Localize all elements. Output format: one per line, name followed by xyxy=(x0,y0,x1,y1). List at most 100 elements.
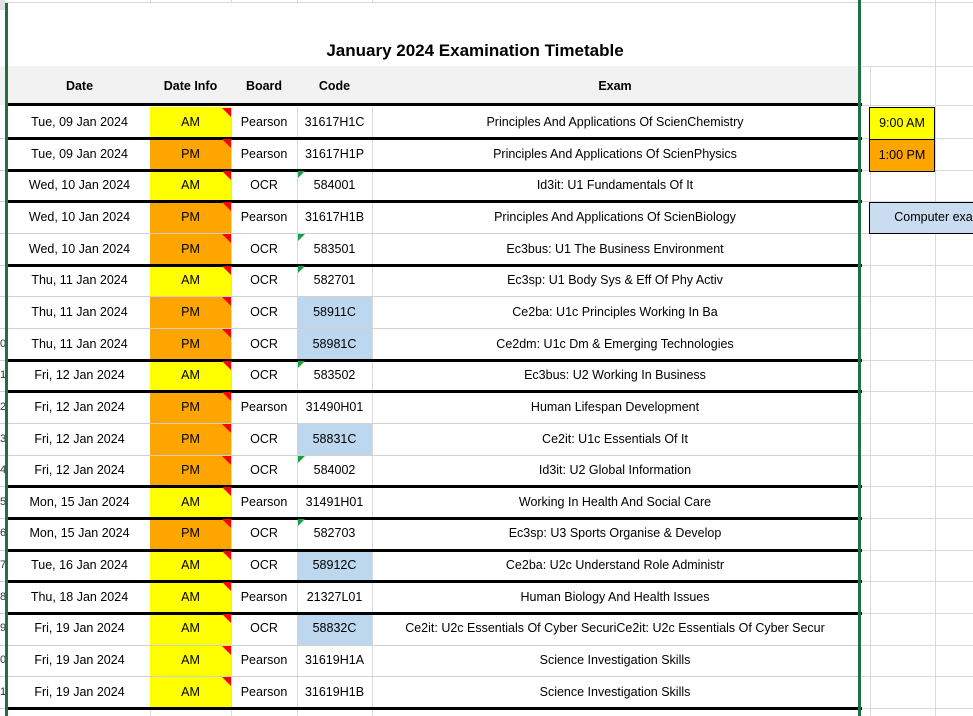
exam-cell[interactable]: Ce2ba: U2c Understand Role Administr xyxy=(505,558,725,573)
board-cell[interactable]: OCR xyxy=(250,621,278,636)
code-cell[interactable]: 31490H01 xyxy=(305,399,364,414)
session-cell[interactable]: AM xyxy=(150,265,231,297)
date-cell[interactable]: Thu, 18 Jan 2024 xyxy=(30,589,129,604)
row-number[interactable]: 2 xyxy=(0,400,7,413)
board-cell[interactable]: Pearson xyxy=(240,399,288,414)
session-cell[interactable]: AM xyxy=(150,645,231,677)
session-cell[interactable]: AM xyxy=(150,676,231,709)
board-cell[interactable]: OCR xyxy=(250,241,278,256)
board-cell[interactable]: Pearson xyxy=(240,146,288,161)
session-cell[interactable]: AM xyxy=(150,360,231,392)
session-cell[interactable]: AM xyxy=(150,613,231,646)
date-cell[interactable]: Mon, 15 Jan 2024 xyxy=(29,526,130,541)
exam-cell[interactable]: Working In Health And Social Care xyxy=(518,494,712,509)
exam-cell[interactable]: Id3it: U2 Global Information xyxy=(538,463,692,478)
session-cell[interactable]: PM xyxy=(150,233,231,266)
exam-cell[interactable]: Principles And Applications Of ScienPhys… xyxy=(493,146,737,161)
date-cell[interactable]: Fri, 12 Jan 2024 xyxy=(34,368,125,383)
code-cell[interactable]: 31619H1B xyxy=(304,684,365,699)
exam-cell[interactable]: Ec3bus: U1 The Business Environment xyxy=(506,241,724,256)
exam-cell[interactable]: Ec3bus: U2 Working In Business xyxy=(524,368,706,383)
code-cell[interactable]: 582701 xyxy=(313,273,356,288)
board-cell[interactable]: Pearson xyxy=(240,494,288,509)
exam-cell[interactable]: Id3it: U1 Fundamentals Of It xyxy=(536,178,694,193)
session-cell[interactable]: PM xyxy=(150,518,231,551)
board-cell[interactable]: Pearson xyxy=(240,684,288,699)
row-number[interactable]: 1 xyxy=(0,369,7,382)
row-number[interactable]: 1 xyxy=(0,685,7,698)
code-cell[interactable]: 583502 xyxy=(313,368,356,383)
session-cell[interactable]: AM xyxy=(150,486,231,519)
code-cell[interactable]: 31617H1C xyxy=(304,115,365,129)
board-cell[interactable]: OCR xyxy=(250,178,278,193)
date-cell[interactable]: Fri, 12 Jan 2024 xyxy=(34,399,125,414)
session-cell[interactable]: PM xyxy=(150,391,231,424)
session-cell[interactable]: PM xyxy=(150,201,231,234)
exam-cell[interactable]: Principles And Applications Of ScienBiol… xyxy=(494,209,736,224)
row-number[interactable]: 4 xyxy=(0,464,7,477)
header-exam[interactable]: Exam xyxy=(598,79,632,93)
code-cell[interactable]: 31619H1A xyxy=(304,653,365,668)
row-number[interactable]: 8 xyxy=(0,590,7,603)
date-cell[interactable]: Tue, 16 Jan 2024 xyxy=(31,558,128,573)
board-cell[interactable]: Pearson xyxy=(240,589,288,604)
board-cell[interactable]: Pearson xyxy=(240,653,288,668)
date-cell[interactable]: Thu, 11 Jan 2024 xyxy=(31,304,128,319)
session-cell[interactable]: PM xyxy=(150,423,231,456)
legend-am-time[interactable]: 9:00 AM xyxy=(869,107,935,140)
row-number[interactable]: 0 xyxy=(0,337,7,350)
row-number[interactable]: 9 xyxy=(0,622,7,635)
board-cell[interactable]: OCR xyxy=(250,336,278,351)
date-cell[interactable]: Fri, 19 Jan 2024 xyxy=(34,653,125,668)
board-cell[interactable]: OCR xyxy=(250,304,278,319)
date-cell[interactable]: Mon, 15 Jan 2024 xyxy=(29,494,130,509)
header-date-info[interactable]: Date Info xyxy=(163,79,218,93)
board-cell[interactable]: OCR xyxy=(250,526,278,541)
date-cell[interactable]: Wed, 10 Jan 2024 xyxy=(28,241,131,256)
board-cell[interactable]: OCR xyxy=(250,431,278,446)
exam-cell[interactable]: Ec3sp: U3 Sports Organise & Develop xyxy=(508,526,722,541)
row-number[interactable]: 0 xyxy=(0,654,7,667)
code-cell[interactable]: 58912C xyxy=(297,550,372,582)
code-cell[interactable]: 21327L01 xyxy=(306,589,363,604)
exam-cell[interactable]: Science Investigation Skills xyxy=(539,684,691,699)
date-cell[interactable]: Fri, 19 Jan 2024 xyxy=(34,684,125,699)
board-cell[interactable]: OCR xyxy=(250,368,278,383)
code-cell[interactable]: 31617H1P xyxy=(304,146,365,161)
code-cell[interactable]: 58981C xyxy=(297,328,372,361)
code-cell[interactable]: 583501 xyxy=(313,241,356,256)
board-cell[interactable]: OCR xyxy=(250,273,278,288)
header-board[interactable]: Board xyxy=(245,79,283,93)
date-cell[interactable]: Wed, 10 Jan 2024 xyxy=(28,209,131,224)
exam-cell[interactable]: Ce2dm: U1c Dm & Emerging Technologies xyxy=(496,336,734,351)
session-cell[interactable]: AM xyxy=(150,550,231,582)
legend-computer-exam[interactable]: Computer exa xyxy=(869,202,973,234)
header-date[interactable]: Date xyxy=(65,79,94,93)
legend-pm-time[interactable]: 1:00 PM xyxy=(869,139,935,172)
code-cell[interactable]: 584002 xyxy=(313,463,356,478)
date-cell[interactable]: Wed, 10 Jan 2024 xyxy=(28,178,131,193)
board-cell[interactable]: Pearson xyxy=(240,209,288,224)
board-cell[interactable]: Pearson xyxy=(240,115,288,129)
session-cell[interactable]: AM xyxy=(150,170,231,202)
exam-cell[interactable]: Ce2ba: U1c Principles Working In Ba xyxy=(512,304,718,319)
exam-cell[interactable]: Ce2it: U1c Essentials Of It xyxy=(542,431,688,446)
date-cell[interactable]: Tue, 09 Jan 2024 xyxy=(31,115,128,129)
session-cell[interactable]: PM xyxy=(150,138,231,171)
row-number[interactable]: 5 xyxy=(0,495,7,508)
session-cell[interactable]: AM xyxy=(150,107,231,139)
exam-cell[interactable]: Principles And Applications Of ScienChem… xyxy=(486,115,744,129)
row-number[interactable]: 7 xyxy=(0,559,7,572)
row-number[interactable]: 6 xyxy=(0,527,7,540)
date-cell[interactable]: Fri, 12 Jan 2024 xyxy=(34,431,125,446)
code-cell[interactable]: 584001 xyxy=(313,178,356,193)
session-cell[interactable]: AM xyxy=(150,581,231,614)
date-cell[interactable]: Thu, 11 Jan 2024 xyxy=(31,336,128,351)
board-cell[interactable]: OCR xyxy=(250,558,278,573)
date-cell[interactable]: Fri, 19 Jan 2024 xyxy=(34,621,125,636)
exam-cell[interactable]: Human Biology And Health Issues xyxy=(520,589,710,604)
header-code[interactable]: Code xyxy=(318,79,351,93)
date-cell[interactable]: Tue, 09 Jan 2024 xyxy=(31,146,128,161)
code-cell[interactable]: 582703 xyxy=(313,526,356,541)
session-cell[interactable]: PM xyxy=(150,455,231,487)
